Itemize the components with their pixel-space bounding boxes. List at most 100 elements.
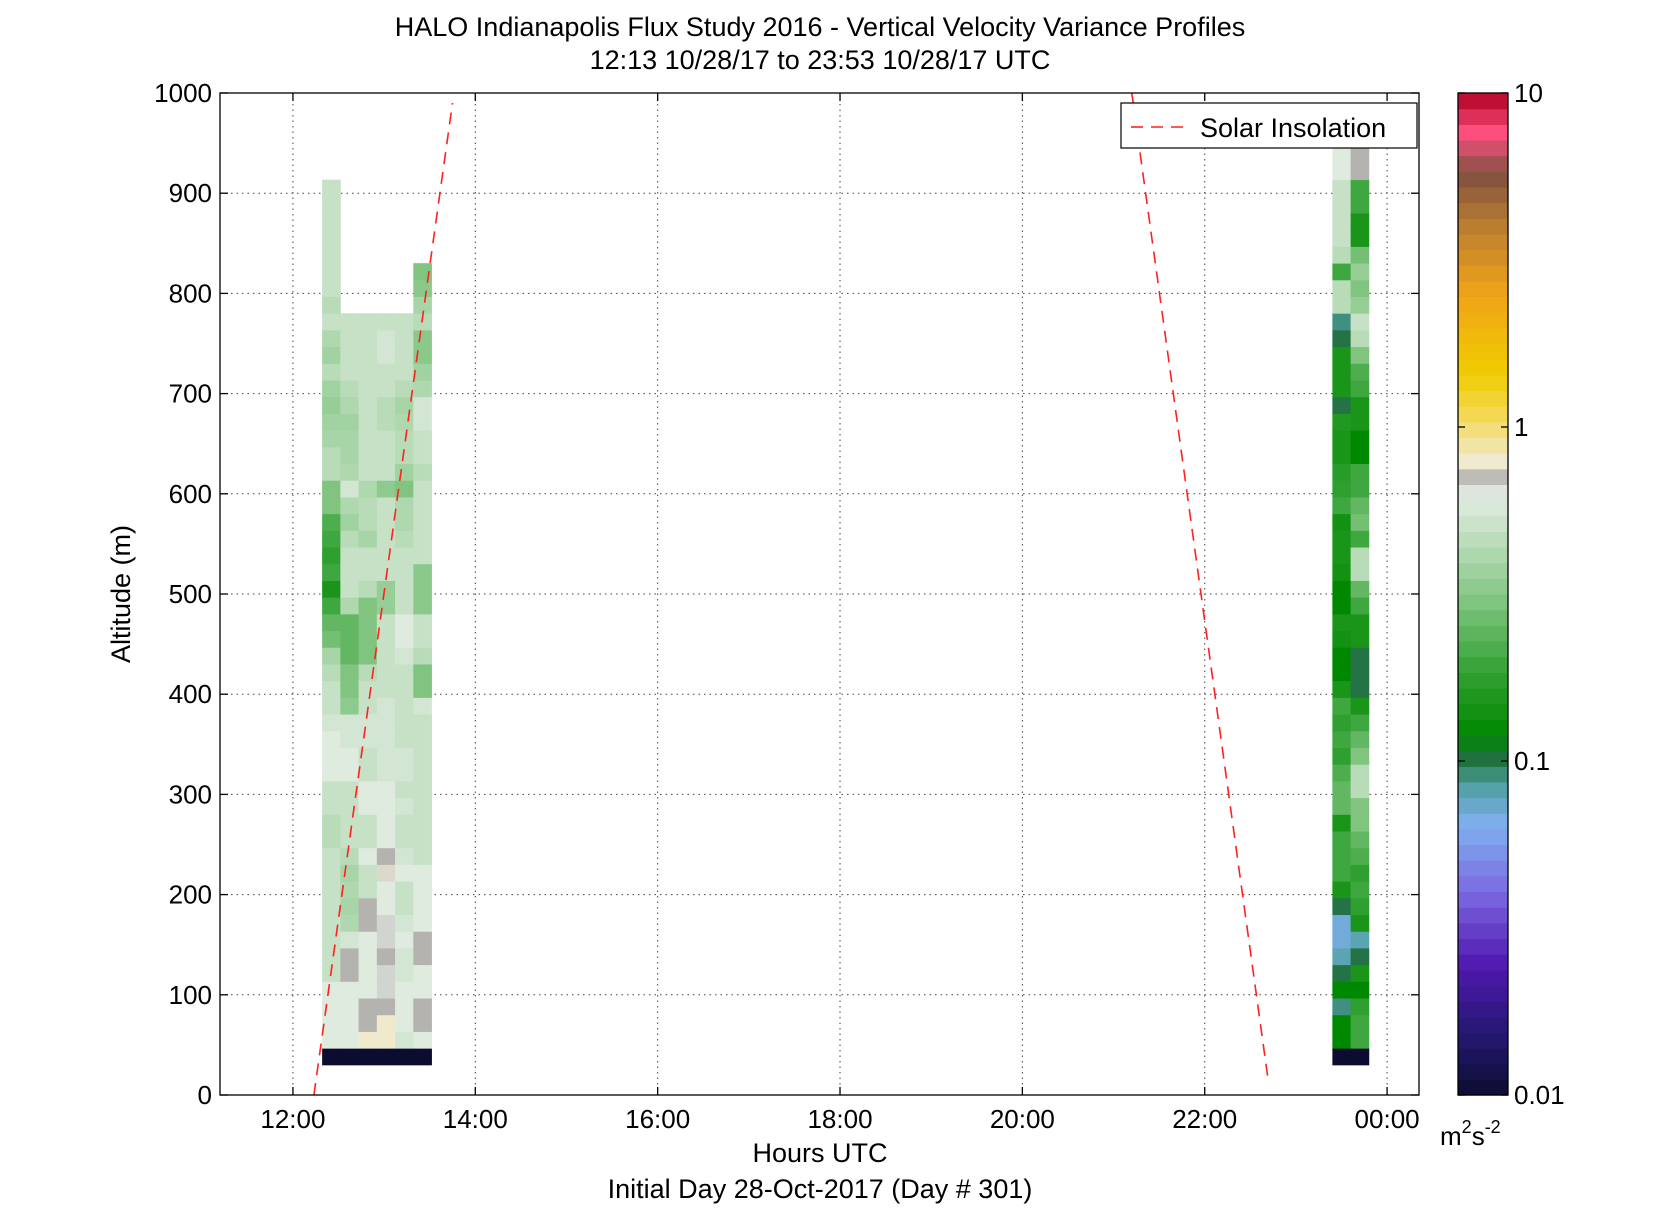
heatmap-cell (340, 329, 359, 348)
heatmap-cell (358, 897, 378, 916)
heatmap-cell (376, 613, 396, 632)
heatmap-cell (376, 914, 396, 932)
y-tick-label: 1000 (154, 78, 212, 108)
heatmap-cell (1350, 363, 1370, 381)
x-tick-label: 18:00 (807, 1104, 872, 1134)
heatmap-cell (358, 346, 378, 364)
colorbar-swatch (1458, 374, 1508, 392)
heatmap-cell (413, 998, 432, 1016)
heatmap-cell (376, 797, 396, 815)
heatmap-cell (358, 664, 378, 682)
heatmap-cell (1350, 664, 1370, 682)
y-tick-label: 500 (169, 579, 212, 609)
heatmap-cell (322, 881, 341, 899)
heatmap-cell (395, 329, 414, 348)
heatmap-cell (1350, 196, 1370, 214)
heatmap-cell (340, 664, 359, 682)
colorbar-swatch (1458, 218, 1508, 235)
heatmap-cell (1350, 446, 1370, 465)
heatmap-cell (340, 697, 359, 715)
colorbar-tick-label: 0.1 (1514, 746, 1550, 776)
heatmap-cell (322, 714, 341, 732)
heatmap-cell (413, 563, 432, 581)
heatmap-cell (1332, 446, 1352, 465)
heatmap-cell (1350, 714, 1370, 732)
heatmap-cell (1332, 897, 1352, 916)
heatmap-cell (1332, 931, 1352, 949)
heatmap-cell (322, 213, 341, 231)
colorbar-swatch (1458, 1016, 1508, 1033)
heatmap-cell (358, 714, 378, 732)
heatmap-cell (358, 814, 378, 832)
colorbar-swatch (1458, 687, 1508, 705)
y-tick-label: 200 (169, 880, 212, 910)
colorbar-swatch (1458, 1048, 1508, 1065)
heatmap-cell (1332, 613, 1352, 632)
heatmap-cell (1332, 747, 1352, 765)
heatmap-cell (1332, 396, 1352, 414)
heatmap-cell (376, 530, 396, 548)
colorbar-swatch (1458, 750, 1508, 767)
heatmap-cell (322, 613, 341, 632)
heatmap-cell (376, 497, 396, 515)
heatmap-cell (358, 697, 378, 715)
heatmap-cell (322, 346, 341, 364)
colorbar-swatches (1458, 93, 1508, 1096)
heatmap-cell (340, 981, 359, 999)
colorbar-swatch (1458, 155, 1508, 172)
heatmap-cell (1350, 613, 1370, 632)
heatmap-cell (1350, 547, 1370, 565)
colorbar-swatch (1458, 93, 1508, 110)
heatmap-cell (413, 329, 432, 348)
heatmap-cell (1332, 1014, 1352, 1032)
heatmap-cell (395, 1048, 414, 1066)
colorbar-ticks: 0.01 0.1 1 10 (1458, 78, 1565, 1110)
x-tick-label: 20:00 (990, 1104, 1055, 1134)
heatmap-cell (322, 764, 341, 782)
heatmap-cell (376, 1048, 396, 1066)
heatmap-cell (413, 664, 432, 682)
heatmap-cell (358, 463, 378, 481)
colorbar-swatch (1458, 625, 1508, 642)
heatmap-cell (1332, 680, 1352, 698)
heatmap-cell (376, 730, 396, 748)
heatmap-cell (1332, 530, 1352, 548)
heatmap-cell (1350, 697, 1370, 715)
heatmap-cell (413, 881, 432, 899)
heatmap-cell (413, 797, 432, 815)
heatmap-cell (1332, 513, 1352, 531)
heatmap-cell (1350, 764, 1370, 782)
heatmap-cell (322, 1031, 341, 1049)
heatmap-cell (395, 964, 414, 982)
colorbar-swatch (1458, 531, 1508, 548)
heatmap-cell (376, 680, 396, 698)
heatmap-cell (358, 881, 378, 899)
heatmap-cell (376, 547, 396, 565)
colorbar-swatch (1458, 139, 1508, 157)
heatmap-cell (358, 430, 378, 448)
colorbar-swatch (1458, 875, 1508, 893)
heatmap-cells (322, 129, 1370, 1066)
heatmap-cell (413, 263, 432, 281)
heatmap-cell (322, 797, 341, 815)
heatmap-cell (376, 814, 396, 832)
heatmap-cell (340, 780, 359, 799)
heatmap-cell (358, 764, 378, 782)
heatmap-cell (413, 647, 432, 665)
heatmap-cell (322, 463, 341, 481)
solar-insolation-layer (313, 93, 1270, 1095)
heatmap-cell (395, 530, 414, 548)
y-axis-label: Altitude (m) (106, 525, 136, 663)
heatmap-cell (376, 363, 396, 381)
colorbar-swatch (1458, 468, 1508, 486)
colorbar-swatch (1458, 907, 1508, 924)
heatmap-cell (1350, 797, 1370, 815)
heatmap-cell (1350, 780, 1370, 799)
heatmap-cell (1350, 513, 1370, 531)
heatmap-cell (1332, 413, 1352, 431)
heatmap-cell (395, 897, 414, 916)
heatmap-cell (322, 229, 341, 247)
colorbar-swatch (1458, 766, 1508, 783)
heatmap-cell (1350, 647, 1370, 665)
